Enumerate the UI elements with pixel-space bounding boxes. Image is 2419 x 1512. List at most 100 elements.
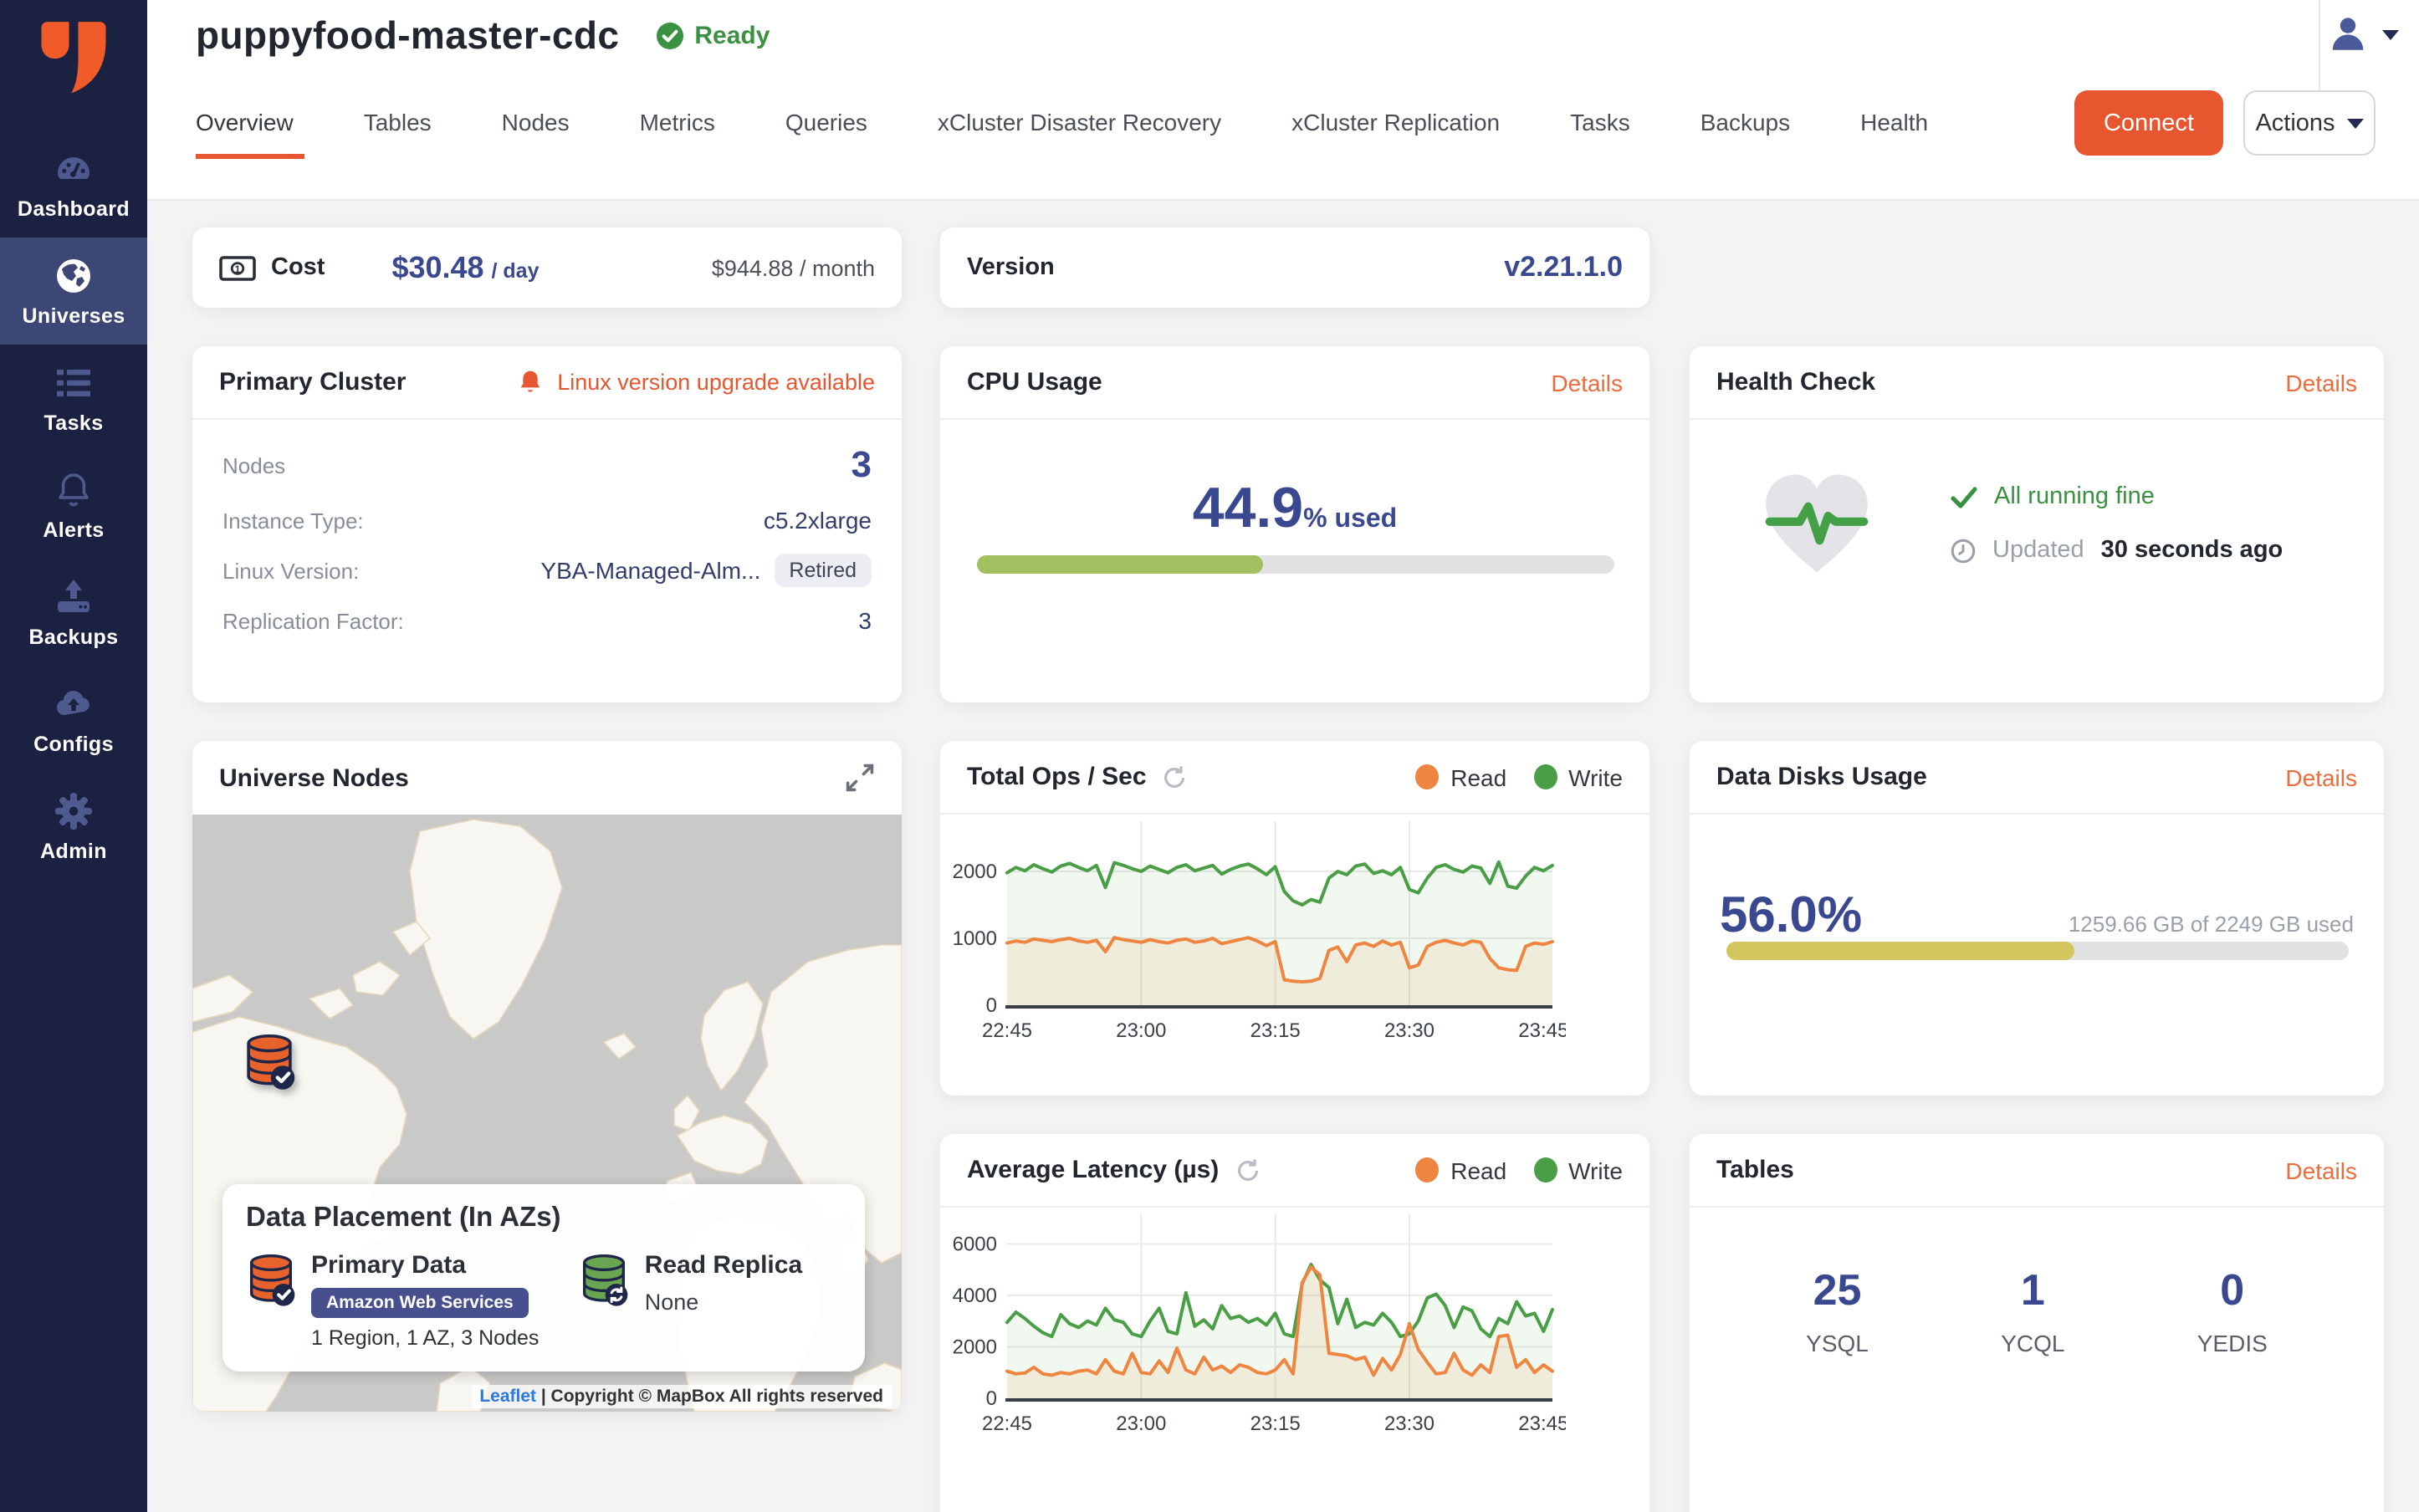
table-count-ysql: 25 YSQL bbox=[1806, 1264, 1869, 1356]
panel-title: Data Disks Usage bbox=[1716, 763, 1927, 791]
check-icon bbox=[1951, 486, 1977, 508]
svg-text:23:30: 23:30 bbox=[1384, 1412, 1435, 1435]
gear-icon bbox=[54, 791, 94, 831]
sidebar-item-tasks[interactable]: Tasks bbox=[0, 345, 147, 452]
map-attribution: Leaflet | Copyright © MapBox All rights … bbox=[471, 1385, 892, 1408]
tab-health[interactable]: Health bbox=[1860, 109, 1929, 135]
sidebar-item-configs[interactable]: Configs bbox=[0, 666, 147, 773]
world-map[interactable]: Data Placement (In AZs) Primary Data Ama… bbox=[192, 815, 902, 1412]
disks-details-link[interactable]: Details bbox=[2285, 764, 2357, 790]
bell-icon bbox=[54, 470, 94, 510]
tab-overview[interactable]: Overview bbox=[196, 95, 329, 162]
health-details-link[interactable]: Details bbox=[2285, 369, 2357, 396]
version-label: Version bbox=[967, 254, 1055, 281]
globe-icon bbox=[54, 256, 94, 296]
svg-text:0: 0 bbox=[986, 1387, 997, 1410]
replica-value: None bbox=[644, 1290, 699, 1315]
refresh-icon[interactable] bbox=[1234, 1157, 1261, 1183]
cost-per-month: $944.88 / month bbox=[711, 255, 875, 280]
primary-data-block: Primary Data Amazon Web Services 1 Regio… bbox=[246, 1251, 580, 1350]
svg-text:23:30: 23:30 bbox=[1384, 1019, 1435, 1042]
sidebar-item-label: Alerts bbox=[43, 518, 105, 542]
avg-latency-chart: 0 2000 4000 6000 22:45 23:00 23:15 23:30 23:45 bbox=[953, 1214, 1566, 1435]
universe-title: puppyfood-master-cdc bbox=[196, 13, 620, 57]
linux-upgrade-alert[interactable]: Linux version upgrade available bbox=[517, 368, 875, 396]
list-icon bbox=[54, 363, 94, 403]
cpu-percent: 44.9 bbox=[1192, 477, 1304, 540]
tab-bar: Overview Tables Nodes Metrics Queries xC… bbox=[196, 95, 1963, 162]
svg-text:0: 0 bbox=[986, 994, 997, 1017]
svg-text:4000: 4000 bbox=[953, 1285, 997, 1307]
panel-title: Primary Cluster bbox=[219, 368, 407, 396]
svg-text:1: 1 bbox=[235, 263, 241, 274]
version-panel: Version v2.21.1.0 bbox=[940, 227, 1649, 308]
tables-panel: Tables Details 25 YSQL 1 YCQL 0 YEDIS bbox=[1690, 1134, 2384, 1512]
health-check-panel: Health Check Details All running fine Up… bbox=[1690, 346, 2384, 702]
tables-details-link[interactable]: Details bbox=[2285, 1157, 2357, 1183]
connect-button[interactable]: Connect bbox=[2074, 90, 2223, 156]
sidebar-item-backups[interactable]: Backups bbox=[0, 559, 147, 666]
header-divider bbox=[2319, 0, 2320, 92]
provider-badge: Amazon Web Services bbox=[311, 1288, 529, 1318]
disk-usage-text: 1259.66 GB of 2249 GB used bbox=[2068, 912, 2354, 937]
svg-text:2000: 2000 bbox=[953, 861, 997, 883]
total-ops-panel: Total Ops / Sec Read Write 0 1000 2000 22:4… bbox=[940, 741, 1649, 1096]
universe-nodes-panel: Universe Nodes bbox=[192, 741, 902, 1412]
cluster-row-linux-version: Linux Version: YBA-Managed-Alm... Retire… bbox=[222, 554, 872, 587]
heart-pulse-icon bbox=[1765, 474, 1869, 573]
tab-nodes[interactable]: Nodes bbox=[501, 109, 570, 135]
tab-queries[interactable]: Queries bbox=[785, 109, 867, 135]
topbar: puppyfood-master-cdc Ready Overview Tabl… bbox=[147, 0, 2419, 201]
refresh-icon[interactable] bbox=[1162, 764, 1189, 790]
svg-text:23:15: 23:15 bbox=[1250, 1019, 1301, 1042]
tab-tasks[interactable]: Tasks bbox=[1570, 109, 1630, 135]
banknote-icon: 1 bbox=[219, 255, 256, 280]
sidebar-item-universes[interactable]: Universes bbox=[0, 238, 147, 345]
leaflet-link[interactable]: Leaflet bbox=[479, 1387, 536, 1407]
replica-db-icon bbox=[583, 1254, 629, 1306]
cost-per-day: $30.48 / day bbox=[391, 250, 540, 284]
retired-badge: Retired bbox=[774, 554, 872, 587]
panel-title: CPU Usage bbox=[967, 368, 1102, 396]
health-status: All running fine bbox=[1994, 483, 2155, 510]
expand-icon[interactable] bbox=[845, 763, 875, 793]
user-menu[interactable] bbox=[2327, 13, 2399, 55]
primary-placement-summary: 1 Region, 1 AZ, 3 Nodes bbox=[311, 1326, 540, 1350]
bell-icon bbox=[520, 370, 540, 392]
sidebar-nav: Dashboard Universes Tasks Alerts bbox=[0, 130, 147, 880]
sidebar-item-dashboard[interactable]: Dashboard bbox=[0, 130, 147, 238]
gauge-icon bbox=[54, 149, 94, 189]
svg-text:22:45: 22:45 bbox=[982, 1019, 1032, 1042]
chevron-down-icon bbox=[2382, 29, 2399, 39]
svg-text:23:15: 23:15 bbox=[1250, 1412, 1301, 1435]
read-dot-icon bbox=[1415, 764, 1440, 789]
primary-node-marker[interactable] bbox=[242, 1029, 295, 1091]
svg-text:1000: 1000 bbox=[953, 927, 997, 950]
actions-button[interactable]: Actions bbox=[2243, 90, 2376, 156]
cluster-row-replication-factor: Replication Factor: 3 bbox=[222, 607, 872, 634]
sidebar-item-label: Dashboard bbox=[17, 197, 130, 221]
svg-text:23:45: 23:45 bbox=[1518, 1412, 1566, 1435]
cpu-details-link[interactable]: Details bbox=[1551, 369, 1623, 396]
table-count-ycql: 1 YCQL bbox=[2001, 1264, 2065, 1356]
chart-legend: Read Write bbox=[1415, 764, 1623, 790]
legend-write: Write bbox=[1533, 1157, 1623, 1183]
sidebar-item-admin[interactable]: Admin bbox=[0, 773, 147, 880]
tab-metrics[interactable]: Metrics bbox=[639, 109, 715, 135]
write-dot-icon bbox=[1533, 1157, 1557, 1183]
tab-tables[interactable]: Tables bbox=[363, 109, 432, 135]
panel-title: Health Check bbox=[1716, 368, 1876, 396]
panel-title: Total Ops / Sec bbox=[967, 763, 1147, 791]
clock-icon bbox=[1951, 538, 1976, 563]
write-dot-icon bbox=[1533, 764, 1557, 789]
avg-latency-panel: Average Latency (µs) Read Write 0 2000 400… bbox=[940, 1134, 1649, 1512]
tab-backups[interactable]: Backups bbox=[1700, 109, 1791, 135]
tab-xcluster-dr[interactable]: xCluster Disaster Recovery bbox=[937, 109, 1222, 135]
sidebar-item-alerts[interactable]: Alerts bbox=[0, 452, 147, 559]
svg-text:23:45: 23:45 bbox=[1518, 1019, 1566, 1042]
upload-drive-icon bbox=[54, 577, 94, 617]
svg-text:22:45: 22:45 bbox=[982, 1412, 1032, 1435]
tab-xcluster-replication[interactable]: xCluster Replication bbox=[1291, 109, 1501, 135]
chart-legend: Read Write bbox=[1415, 1157, 1623, 1183]
